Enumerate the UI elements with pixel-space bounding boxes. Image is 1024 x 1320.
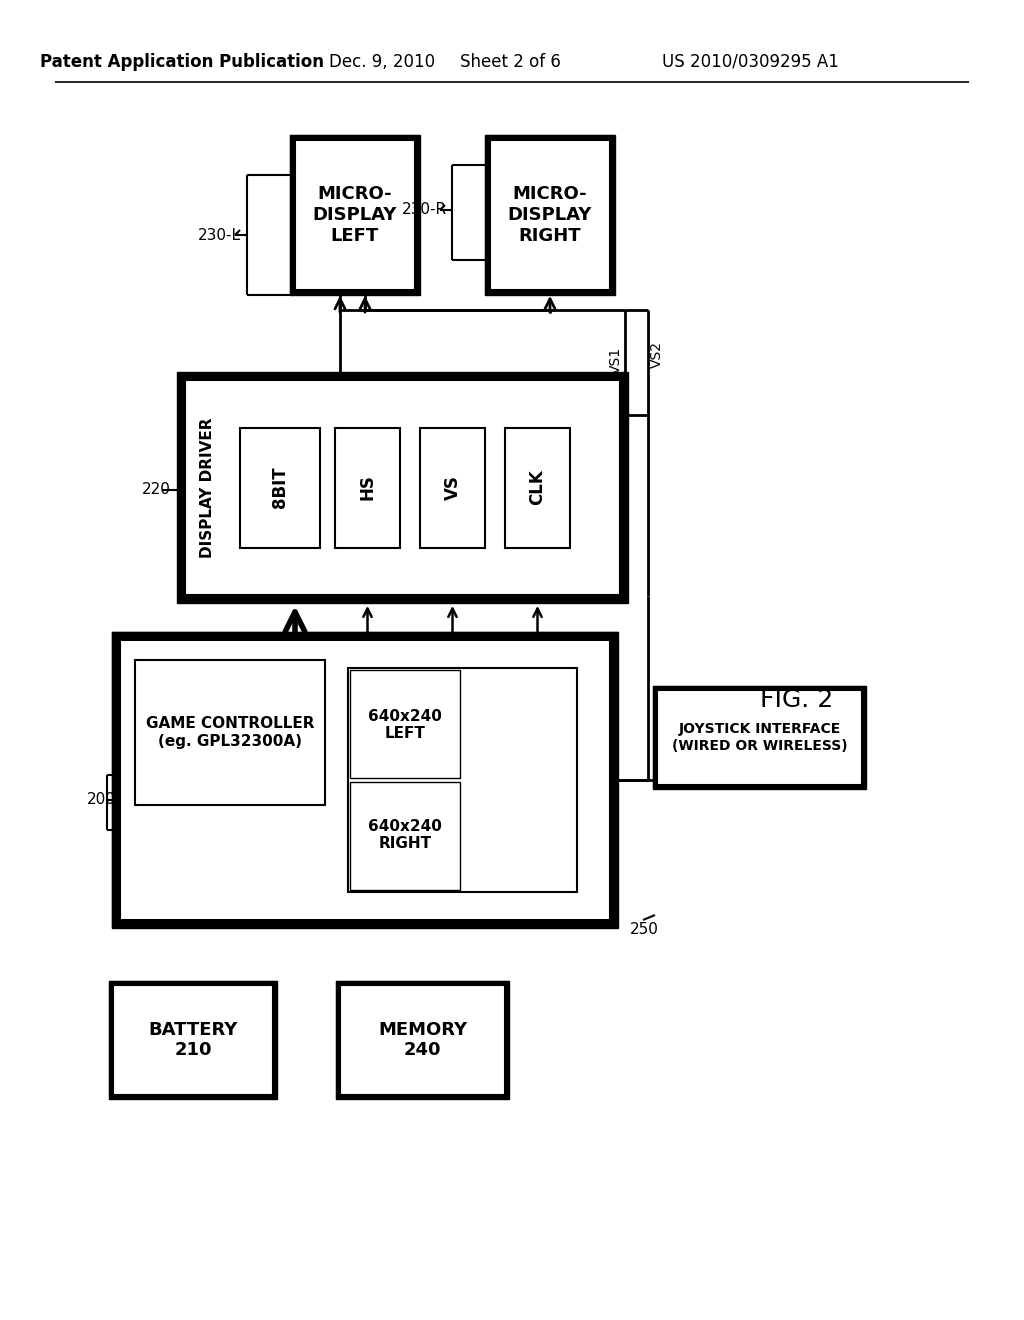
Text: VS2: VS2	[650, 342, 664, 368]
Bar	[177, 372, 628, 603]
Text: 8BIT: 8BIT	[271, 467, 289, 508]
Bar	[240, 428, 319, 548]
Bar	[120, 640, 610, 920]
Bar	[655, 688, 864, 787]
Bar	[292, 137, 418, 293]
Bar	[485, 135, 615, 294]
Bar	[350, 781, 460, 890]
Text: HS: HS	[358, 475, 377, 500]
Bar	[657, 690, 862, 785]
Text: GAME CONTROLLER
(eg. GPL32300A): GAME CONTROLLER (eg. GPL32300A)	[145, 717, 314, 748]
Text: 640x240
RIGHT: 640x240 RIGHT	[368, 818, 442, 851]
Bar	[420, 428, 485, 548]
Bar	[490, 140, 610, 290]
Text: Sheet 2 of 6: Sheet 2 of 6	[460, 53, 560, 71]
Text: JOYSTICK INTERFACE
(WIRED OR WIRELESS): JOYSTICK INTERFACE (WIRED OR WIRELESS)	[672, 722, 847, 752]
Bar	[505, 428, 570, 548]
Bar	[336, 981, 509, 1100]
Bar	[338, 983, 507, 1097]
Text: DISPLAY DRIVER: DISPLAY DRIVER	[200, 417, 214, 558]
Text: 230-L: 230-L	[198, 227, 241, 243]
Text: 220: 220	[142, 483, 171, 498]
Bar	[350, 671, 460, 777]
Text: 200: 200	[87, 792, 116, 808]
Text: VS: VS	[443, 475, 462, 500]
Text: US 2010/0309295 A1: US 2010/0309295 A1	[662, 53, 839, 71]
Bar	[112, 632, 618, 928]
Bar	[111, 983, 275, 1097]
Bar	[290, 135, 420, 294]
Text: FIG. 2: FIG. 2	[760, 688, 834, 711]
Bar	[181, 376, 624, 599]
Text: MICRO-
DISPLAY
LEFT: MICRO- DISPLAY LEFT	[312, 185, 397, 244]
Bar	[109, 981, 278, 1100]
Text: Patent Application Publication: Patent Application Publication	[40, 53, 324, 71]
Bar	[487, 137, 613, 293]
Text: MICRO-
DISPLAY
RIGHT: MICRO- DISPLAY RIGHT	[508, 185, 592, 244]
Bar	[348, 668, 577, 892]
Bar	[116, 636, 614, 924]
Text: 640x240
LEFT: 640x240 LEFT	[368, 709, 442, 742]
Text: 230-R: 230-R	[402, 202, 447, 218]
Text: MEMORY
240: MEMORY 240	[378, 1020, 467, 1060]
Bar	[113, 985, 273, 1096]
Text: VS1: VS1	[609, 346, 623, 374]
Bar	[295, 140, 415, 290]
Bar	[335, 428, 400, 548]
Text: CLK: CLK	[528, 470, 547, 506]
Bar	[653, 686, 866, 789]
Bar	[135, 660, 325, 805]
Text: Dec. 9, 2010: Dec. 9, 2010	[329, 53, 435, 71]
Text: 250: 250	[630, 923, 658, 937]
Bar	[340, 985, 505, 1096]
Bar	[185, 380, 620, 595]
Text: BATTERY
210: BATTERY 210	[148, 1020, 238, 1060]
